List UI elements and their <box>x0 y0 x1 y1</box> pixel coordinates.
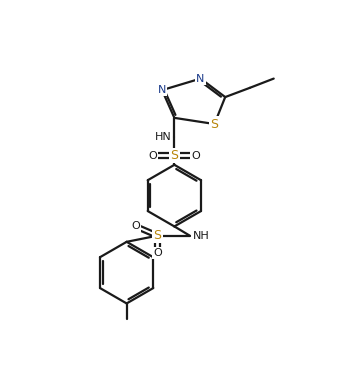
Text: O: O <box>148 150 157 161</box>
Text: N: N <box>158 85 166 95</box>
Text: S: S <box>170 149 178 162</box>
Text: N: N <box>196 74 205 84</box>
Text: O: O <box>153 248 162 258</box>
Text: O: O <box>192 150 200 161</box>
Text: HN: HN <box>154 132 171 142</box>
Text: NH: NH <box>193 231 210 241</box>
Text: S: S <box>153 229 161 242</box>
Text: S: S <box>210 117 219 130</box>
Text: O: O <box>132 221 140 232</box>
